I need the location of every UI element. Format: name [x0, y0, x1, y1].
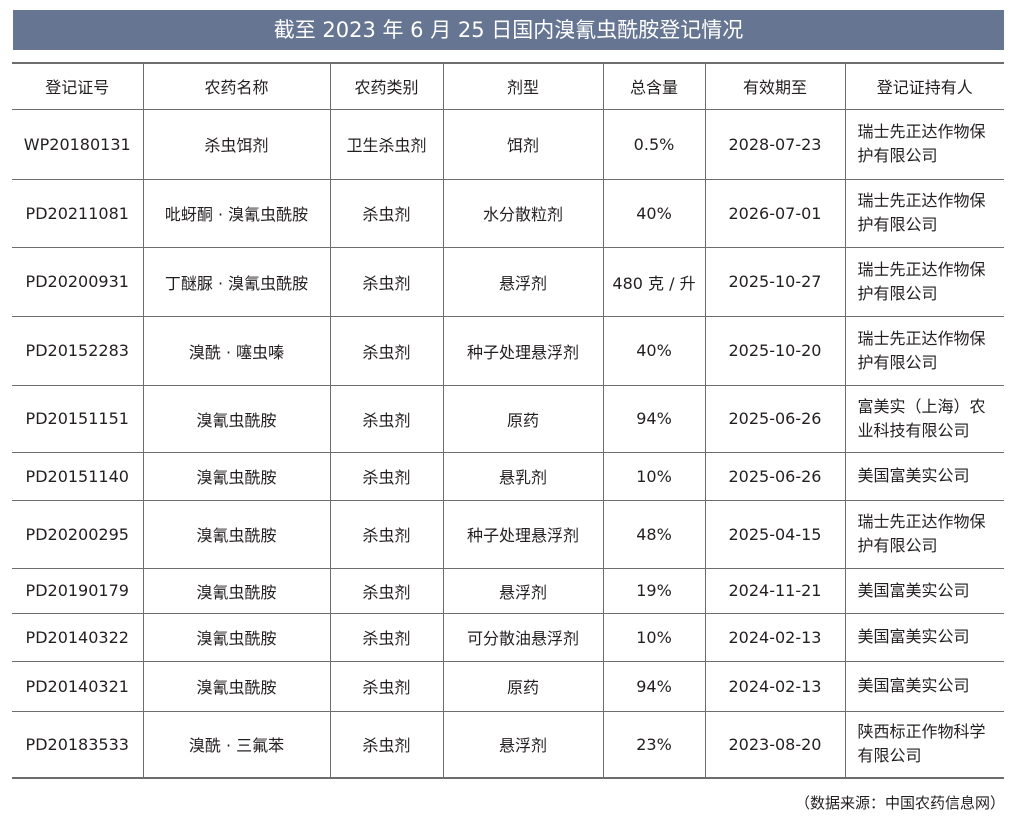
registrant-cell: 美国富美实公司: [844, 612, 1004, 662]
table-row: PD20190179 溴氰虫酰胺 杀虫剂 悬浮剂 19% 2024-11-21 美国富美实公…: [12, 567, 1004, 614]
valid-until-cell: 2025-10-27: [704, 246, 846, 317]
table-row: PD20183533 溴酰 · 三氟苯 杀虫剂 悬浮剂 23% 2023-08-20 陕西标…: [12, 710, 1004, 779]
total-content-cell: 480 克 / 升: [602, 246, 706, 317]
formulation-cell: 原药: [442, 660, 604, 712]
total-content-cell: 94%: [602, 384, 706, 453]
valid-until-cell: 2025-04-15: [704, 499, 846, 569]
valid-until-cell: 2024-02-13: [704, 660, 846, 712]
table-row: PD20140321 溴氰虫酰胺 杀虫剂 原药 94% 2024-02-13 美国富美实公司: [12, 660, 1004, 712]
total-content-cell: 10%: [602, 612, 706, 662]
formulation-cell: 原药: [442, 384, 604, 453]
valid-until-cell: 2025-10-20: [704, 315, 846, 386]
registration-number-cell: PD20211081: [12, 178, 144, 248]
header-cell: 农药名称: [142, 62, 331, 110]
registrant-cell: 美国富美实公司: [844, 451, 1004, 501]
pesticide-name-cell: 杀虫饵剂: [142, 108, 331, 180]
table-row: PD20151151 溴氰虫酰胺 杀虫剂 原药 94% 2025-06-26 富美实（上海）…: [12, 384, 1004, 453]
table-row: WP20180131 杀虫饵剂 卫生杀虫剂 饵剂 0.5% 2028-07-23 瑞士先正达…: [12, 108, 1004, 180]
pesticide-name-cell: 丁醚脲 · 溴氰虫酰胺: [142, 246, 331, 317]
registration-number-cell: PD20183533: [12, 710, 144, 779]
total-content-cell: 23%: [602, 710, 706, 779]
formulation-cell: 种子处理悬浮剂: [442, 499, 604, 569]
formulation-cell: 悬浮剂: [442, 567, 604, 614]
registration-number-cell: PD20200931: [12, 246, 144, 317]
pesticide-name-cell: 溴氰虫酰胺: [142, 451, 331, 501]
valid-until-cell: 2026-07-01: [704, 178, 846, 248]
registrant-cell: 陕西标正作物科学有限公司: [844, 710, 1004, 779]
total-content-cell: 0.5%: [602, 108, 706, 180]
registrant-cell: 瑞士先正达作物保护有限公司: [844, 108, 1004, 180]
registration-number-cell: PD20151140: [12, 451, 144, 501]
total-content-cell: 94%: [602, 660, 706, 712]
pesticide-name-cell: 溴氰虫酰胺: [142, 612, 331, 662]
registration-number-cell: PD20140321: [12, 660, 144, 712]
valid-until-cell: 2024-02-13: [704, 612, 846, 662]
pesticide-name-cell: 溴氰虫酰胺: [142, 384, 331, 453]
valid-until-cell: 2025-06-26: [704, 384, 846, 453]
pesticide-category-cell: 杀虫剂: [329, 499, 444, 569]
total-content-cell: 10%: [602, 451, 706, 501]
pesticide-name-cell: 溴酰 · 三氟苯: [142, 710, 331, 779]
pesticide-name-cell: 溴氰虫酰胺: [142, 567, 331, 614]
pesticide-category-cell: 杀虫剂: [329, 384, 444, 453]
pesticide-category-cell: 杀虫剂: [329, 246, 444, 317]
header-cell: 有效期至: [704, 62, 846, 110]
pesticide-name-cell: 吡蚜酮 · 溴氰虫酰胺: [142, 178, 331, 248]
table-row: PD20200295 溴氰虫酰胺 杀虫剂 种子处理悬浮剂 48% 2025-04-15 瑞士…: [12, 499, 1004, 569]
registration-number-cell: PD20152283: [12, 315, 144, 386]
header-row: 登记证号 农药名称 农药类别 剂型 总含量 有效期至 登记证持有人: [12, 62, 1004, 110]
valid-until-cell: 2024-11-21: [704, 567, 846, 614]
valid-until-cell: 2023-08-20: [704, 710, 846, 779]
total-content-cell: 40%: [602, 315, 706, 386]
registrant-cell: 瑞士先正达作物保护有限公司: [844, 246, 1004, 317]
formulation-cell: 水分散粒剂: [442, 178, 604, 248]
registrant-cell: 美国富美实公司: [844, 567, 1004, 614]
header-cell: 剂型: [442, 62, 604, 110]
pesticide-category-cell: 杀虫剂: [329, 178, 444, 248]
table-row: PD20151140 溴氰虫酰胺 杀虫剂 悬乳剂 10% 2025-06-26 美国富美实公…: [12, 451, 1004, 501]
registration-number-cell: PD20200295: [12, 499, 144, 569]
header-cell: 登记证号: [12, 62, 144, 110]
formulation-cell: 饵剂: [442, 108, 604, 180]
registrant-cell: 瑞士先正达作物保护有限公司: [844, 499, 1004, 569]
pesticide-category-cell: 杀虫剂: [329, 315, 444, 386]
formulation-cell: 种子处理悬浮剂: [442, 315, 604, 386]
total-content-cell: 40%: [602, 178, 706, 248]
total-content-cell: 19%: [602, 567, 706, 614]
pesticide-name-cell: 溴氰虫酰胺: [142, 499, 331, 569]
registrant-cell: 富美实（上海）农业科技有限公司: [844, 384, 1004, 453]
registration-number-cell: PD20140322: [12, 612, 144, 662]
formulation-cell: 悬浮剂: [442, 246, 604, 317]
pesticide-category-cell: 卫生杀虫剂: [329, 108, 444, 180]
pesticide-category-cell: 杀虫剂: [329, 710, 444, 779]
table-row: PD20200931 丁醚脲 · 溴氰虫酰胺 杀虫剂 悬浮剂 480 克 / 升 2025…: [12, 246, 1004, 317]
table-row: PD20211081 吡蚜酮 · 溴氰虫酰胺 杀虫剂 水分散粒剂 40% 2026-07-…: [12, 178, 1004, 248]
header-cell: 登记证持有人: [844, 62, 1004, 110]
valid-until-cell: 2025-06-26: [704, 451, 846, 501]
pesticide-name-cell: 溴氰虫酰胺: [142, 660, 331, 712]
formulation-cell: 可分散油悬浮剂: [442, 612, 604, 662]
registration-number-cell: WP20180131: [12, 108, 144, 180]
registrant-cell: 瑞士先正达作物保护有限公司: [844, 315, 1004, 386]
pesticide-category-cell: 杀虫剂: [329, 451, 444, 501]
header-cell: 农药类别: [329, 62, 444, 110]
formulation-cell: 悬浮剂: [442, 710, 604, 779]
data-source-note: （数据来源：中国农药信息网）: [794, 794, 1005, 812]
registration-number-cell: PD20190179: [12, 567, 144, 614]
pesticide-category-cell: 杀虫剂: [329, 660, 444, 712]
registrant-cell: 美国富美实公司: [844, 660, 1004, 712]
table-row: PD20152283 溴酰 · 噻虫嗪 杀虫剂 种子处理悬浮剂 40% 2025-10-2…: [12, 315, 1004, 386]
valid-until-cell: 2028-07-23: [704, 108, 846, 180]
registrant-cell: 瑞士先正达作物保护有限公司: [844, 178, 1004, 248]
pesticide-name-cell: 溴酰 · 噻虫嗪: [142, 315, 331, 386]
table-row: PD20140322 溴氰虫酰胺 杀虫剂 可分散油悬浮剂 10% 2024-02-13 美国…: [12, 612, 1004, 662]
registration-table: 登记证号 农药名称 农药类别 剂型 总含量 有效期至 登记证持有人 WP2018…: [12, 62, 1004, 779]
table-title: 截至 2023 年 6 月 25 日国内溴氰虫酰胺登记情况: [13, 10, 1004, 50]
header-cell: 总含量: [602, 62, 706, 110]
pesticide-category-cell: 杀虫剂: [329, 567, 444, 614]
pesticide-category-cell: 杀虫剂: [329, 612, 444, 662]
registration-number-cell: PD20151151: [12, 384, 144, 453]
total-content-cell: 48%: [602, 499, 706, 569]
formulation-cell: 悬乳剂: [442, 451, 604, 501]
